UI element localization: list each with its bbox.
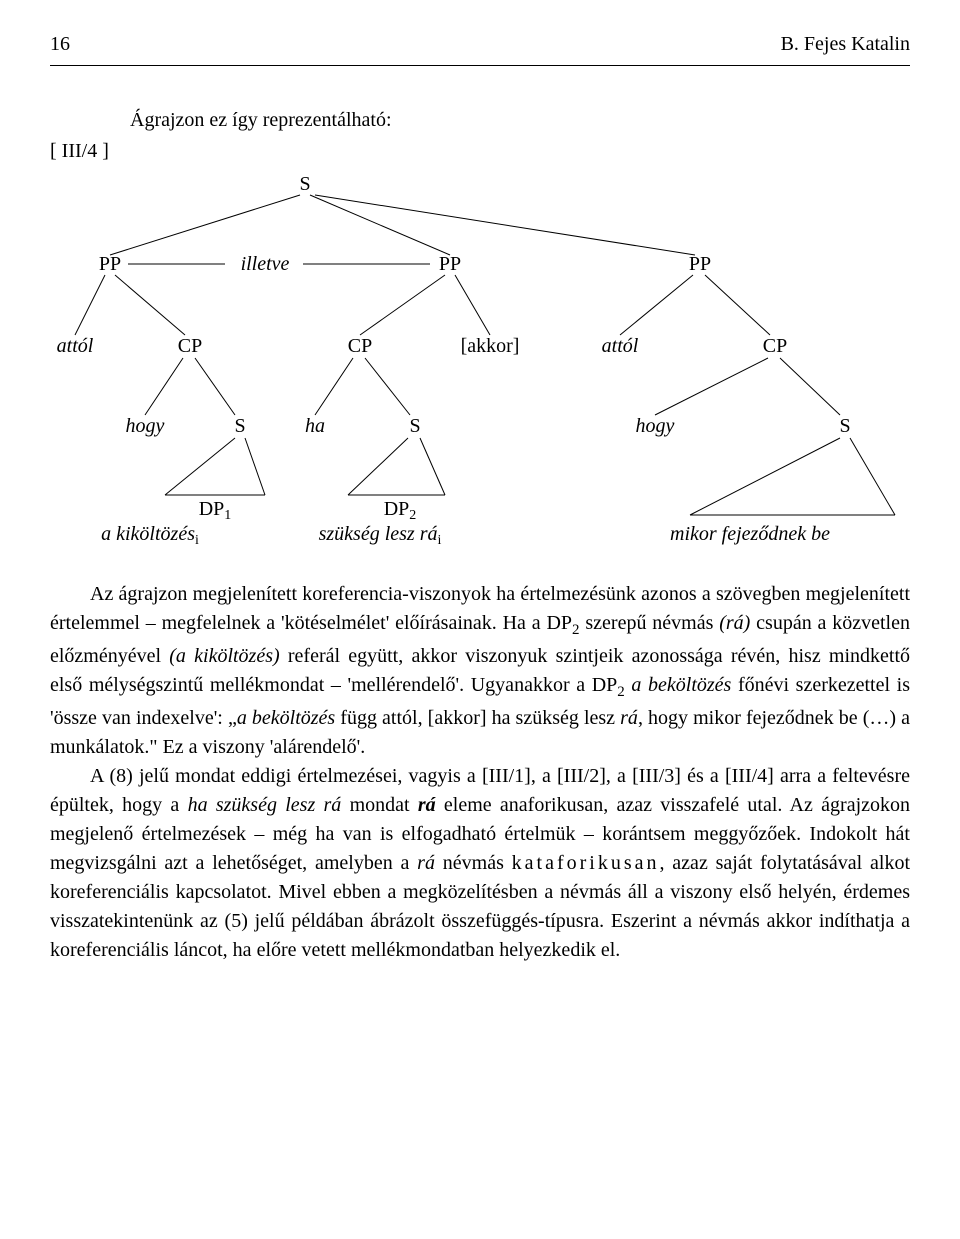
node-ha: ha [305,415,325,437]
node-pp3: PP [689,253,711,275]
node-cp3: CP [763,335,787,357]
node-hogy2: hogy [636,415,675,437]
paragraph-2: A (8) jelű mondat eddigi értelmezései, v… [50,762,910,965]
node-akkor: [akkor] [461,335,520,357]
node-pp1: PP [99,253,121,275]
leaf-mikor: mikor fejeződnek be [670,523,830,545]
node-s2: S [409,415,420,437]
node-hogy1: hogy [126,415,165,437]
node-root: S [299,173,310,195]
syntax-tree: S PP illetve PP PP attól CP CP [akkor] a… [50,170,910,570]
node-cp1: CP [178,335,202,357]
node-dp2: DP2 [384,498,417,523]
tree-reference: [ III/4 ] [50,137,910,166]
node-s1: S [234,415,245,437]
node-attol1: attól [57,335,94,357]
running-title: B. Fejes Katalin [781,30,910,59]
node-illetve: illetve [241,253,290,275]
paragraph-1: Az ágrajzon megjelenített koreferencia-v… [50,580,910,762]
leaf-szukseg: szükség lesz rái [319,523,442,548]
node-s3: S [839,415,850,437]
node-attol2: attól [602,335,639,357]
node-cp2: CP [348,335,372,357]
leaf-kikoltozes: a kiköltözési [101,523,199,548]
node-pp2: PP [439,253,461,275]
running-header: 16 B. Fejes Katalin [50,30,910,66]
page-number: 16 [50,30,70,59]
node-dp1: DP1 [199,498,232,523]
tree-intro: Ágrajzon ez így reprezentálható: [130,106,910,135]
